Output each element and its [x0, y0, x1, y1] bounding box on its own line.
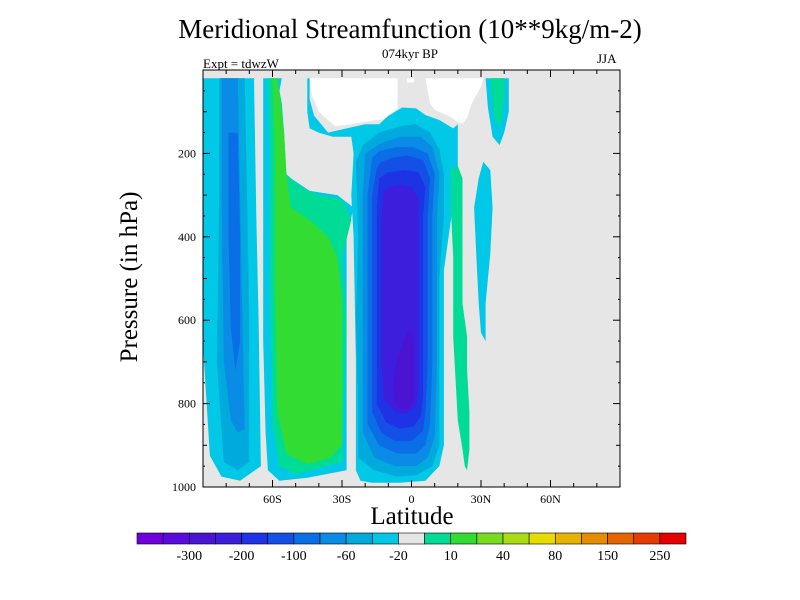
colorbar-box — [241, 532, 269, 545]
colorbar-label: -60 — [337, 549, 356, 564]
x-tick-label: 60N — [540, 492, 561, 506]
chart-title: Meridional Streamfunction (10**9kg/m-2) — [178, 14, 642, 44]
season-label: JJA — [597, 51, 617, 66]
contour-region-6 — [272, 78, 342, 465]
colorbar-label: -100 — [281, 549, 307, 564]
colorbar-box — [215, 532, 242, 545]
axes: 60S 30S 0 30N 60N 200 400 600 800 1000 — [172, 69, 621, 506]
colorbar-box — [476, 532, 504, 545]
colorbar-box — [267, 532, 295, 545]
white-patch-0 — [309, 78, 398, 127]
y-tick-label: 600 — [178, 313, 196, 327]
colorbar-label: 150 — [597, 549, 618, 564]
colorbar-label: 10 — [444, 549, 458, 564]
white-patch-1 — [425, 78, 484, 124]
colorbar-label: -20 — [389, 549, 408, 564]
colorbar-box — [345, 532, 373, 545]
contour-region-3 — [228, 132, 241, 371]
contour-plot-area — [203, 70, 620, 487]
x-tick-label: 30N — [471, 492, 492, 506]
colorbar-box — [162, 532, 190, 545]
colorbar-box — [424, 532, 452, 545]
colorbar-box — [502, 532, 530, 545]
colorbar-box — [293, 532, 321, 545]
chart-subtitle: 074kyr BP — [382, 46, 438, 61]
colorbar-label: -300 — [176, 549, 202, 564]
contour-region-15 — [474, 161, 493, 342]
colorbar-box — [659, 532, 687, 545]
x-tick-label: 30S — [333, 492, 352, 506]
colorbar-box — [528, 532, 556, 545]
experiment-label: Expt = tdwzW — [203, 56, 279, 71]
y-tick-label: 800 — [178, 397, 196, 411]
contour-region-14 — [393, 330, 414, 410]
y-tick-label: 200 — [178, 146, 196, 160]
colorbar-box — [319, 532, 347, 545]
contour-region-16 — [450, 165, 470, 471]
colorbar-label: 80 — [548, 549, 562, 564]
y-axis-label: Pressure (in hPa) — [116, 192, 143, 363]
x-axis-label: Latitude — [370, 503, 453, 530]
colorbar-box — [450, 532, 478, 545]
colorbar-label: 250 — [649, 549, 670, 564]
colorbar-box — [554, 532, 582, 545]
white-patch-2 — [406, 78, 414, 83]
colorbar-box — [136, 532, 164, 545]
colorbar-label: 40 — [496, 549, 510, 564]
colorbar-box — [188, 532, 216, 545]
colorbar-box — [398, 532, 425, 545]
colorbar-box — [371, 532, 399, 545]
colorbar-box — [607, 532, 635, 545]
y-tick-label: 400 — [178, 230, 196, 244]
contour-region-18 — [490, 78, 505, 127]
colorbar-box — [581, 532, 608, 545]
x-tick-label: 60S — [263, 492, 282, 506]
y-tick-label: 1000 — [172, 480, 196, 494]
x-tick-label: 0 — [409, 492, 415, 506]
colorbar: -300 -200 -100 -60 -20 10 40 80 150 250 — [136, 532, 687, 564]
colorbar-label: -200 — [229, 549, 255, 564]
colorbar-box — [633, 532, 661, 545]
